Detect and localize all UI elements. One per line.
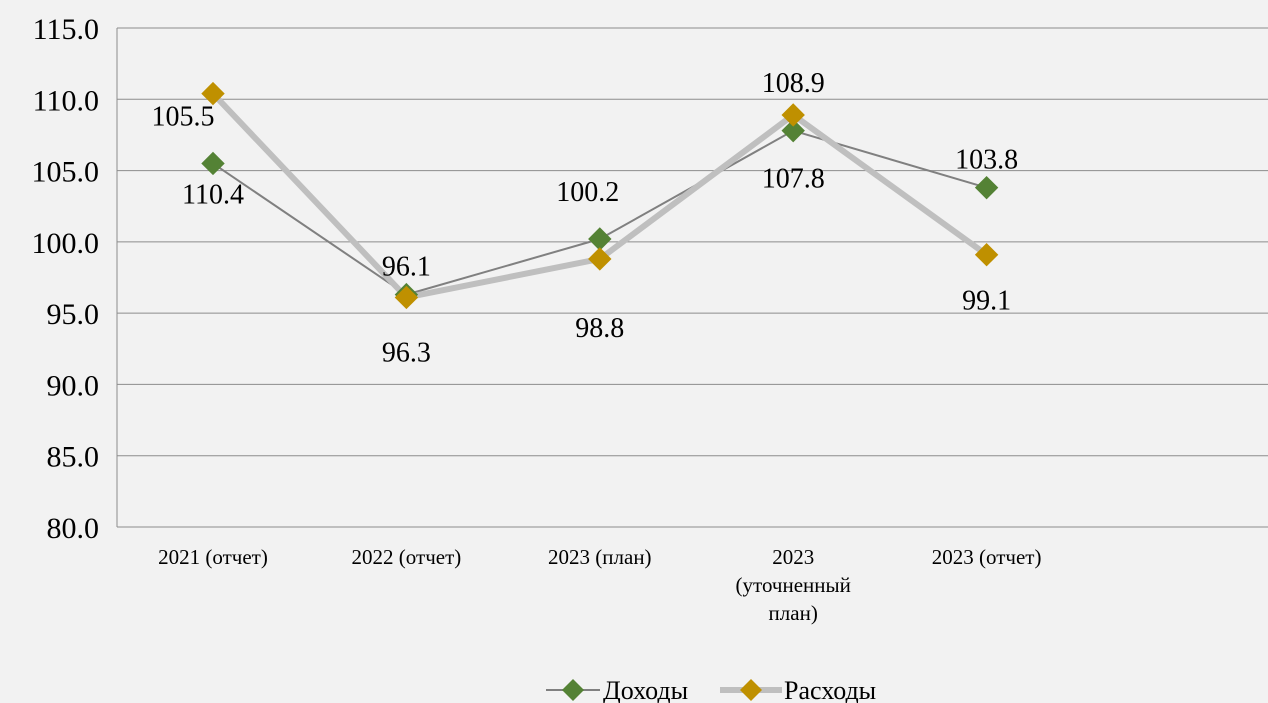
x-tick-label-line: план) <box>769 601 818 625</box>
x-tick-label: 2022 (отчет) <box>352 545 462 569</box>
x-axis: 2021 (отчет) 2022 (отчет) 2023 (план) 2023 (… <box>158 545 1041 625</box>
x-tick-label: 2023 (план) <box>548 545 652 569</box>
series-markers <box>201 81 999 310</box>
legend: Доходы Расходы <box>546 676 876 703</box>
x-tick-label-line: 2023 <box>772 545 814 569</box>
legend-marker <box>562 679 584 701</box>
data-point <box>201 151 225 176</box>
legend-item-dokhody: Доходы <box>546 676 688 703</box>
data-label: 96.3 <box>382 338 431 369</box>
data-point <box>394 285 419 310</box>
legend-label: Расходы <box>784 676 876 703</box>
x-tick-label-line: 2023 (отчет) <box>932 545 1042 569</box>
data-point <box>974 175 999 200</box>
y-tick-label: 115.0 <box>33 13 99 46</box>
y-tick-label: 105.0 <box>32 156 100 189</box>
data-label: 96.1 <box>382 251 431 282</box>
data-label: 108.9 <box>762 68 825 99</box>
x-tick-label: 2021 (отчет) <box>158 545 268 569</box>
x-tick-label-line: 2021 (отчет) <box>158 545 268 569</box>
data-point <box>781 103 805 127</box>
data-label: 99.1 <box>962 286 1011 317</box>
data-labels: 110.4 96.3 100.2 107.8 103.8 105.5 96.1 98.8 108… <box>152 68 1019 369</box>
x-tick-label-line: 2023 (план) <box>548 545 652 569</box>
data-label: 100.2 <box>556 177 619 208</box>
x-tick-label-line: 2022 (отчет) <box>352 545 462 569</box>
data-point <box>588 247 612 271</box>
data-label: 98.8 <box>575 313 624 344</box>
y-tick-label: 95.0 <box>47 298 100 331</box>
data-point <box>781 118 805 143</box>
y-tick-label: 85.0 <box>47 441 100 474</box>
y-tick-label: 110.0 <box>33 84 99 117</box>
y-axis: 80.0 85.0 90.0 95.0 100.0 105.0 110.0 115.0 <box>32 13 118 545</box>
legend-item-raskhody: Расходы <box>720 676 876 703</box>
x-tick-label: 2023 (уточненный план) <box>736 545 851 625</box>
data-point <box>588 227 612 251</box>
legend-label: Доходы <box>603 676 688 703</box>
data-point <box>974 242 999 267</box>
y-tick-label: 80.0 <box>47 512 100 545</box>
x-tick-label-line: (уточненный <box>736 573 851 597</box>
legend-marker <box>740 679 762 701</box>
data-point <box>201 81 225 106</box>
data-label: 103.8 <box>955 145 1018 176</box>
y-tick-label: 90.0 <box>47 369 100 402</box>
y-tick-label: 100.0 <box>32 227 100 260</box>
data-label: 110.4 <box>182 179 244 210</box>
x-tick-label: 2023 (отчет) <box>932 545 1042 569</box>
data-label: 107.8 <box>762 164 825 195</box>
gridlines <box>117 27 1268 528</box>
data-label: 105.5 <box>152 102 215 133</box>
